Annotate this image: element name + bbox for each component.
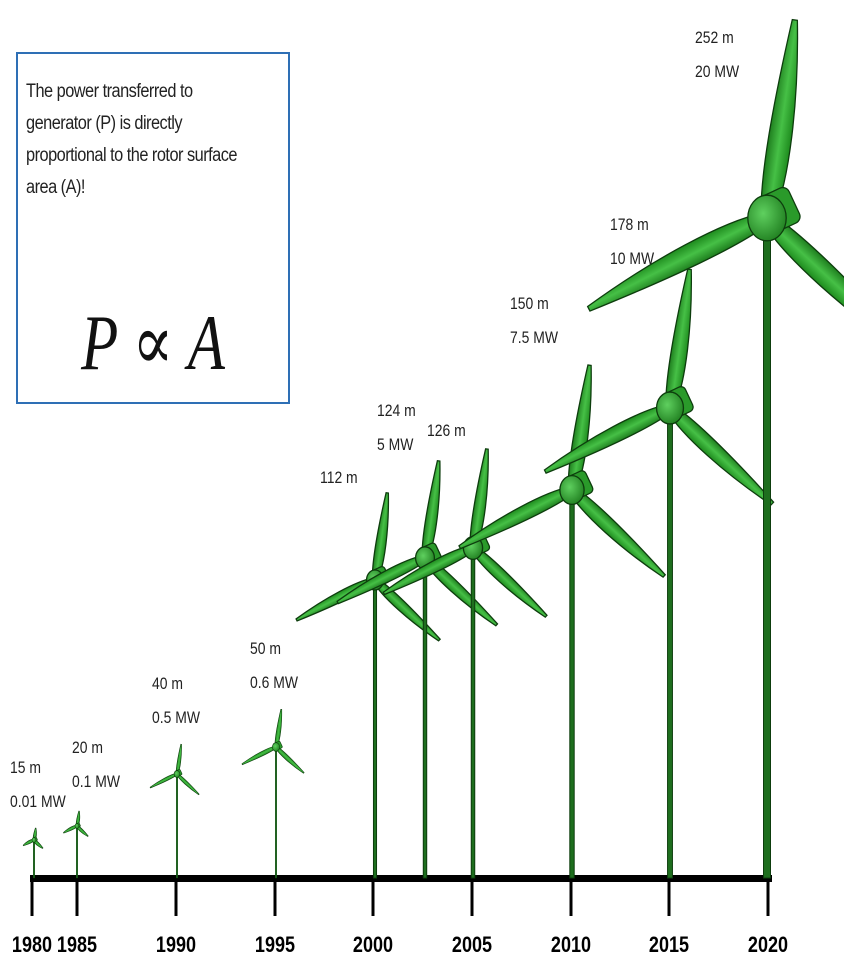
info-text: The power transferred to generator (P) i…	[26, 81, 237, 198]
year-tick	[569, 878, 573, 916]
turbine-hub	[173, 770, 181, 778]
year-label: 2005	[452, 933, 492, 957]
turbine-blade	[274, 708, 283, 748]
year-label: 2000	[353, 933, 393, 957]
turbine-blade	[295, 576, 378, 622]
year-tick	[30, 878, 34, 916]
timeline-axis	[30, 875, 772, 882]
turbine-blade	[666, 404, 775, 506]
year-tick	[766, 878, 770, 916]
turbine-blade	[586, 211, 771, 312]
turbine-diameter-label: 124 m	[377, 402, 416, 421]
turbine-blade	[274, 745, 305, 774]
turbine-diameter-label: 178 m	[610, 216, 649, 235]
turbine-power-label: 0.5 MW	[152, 709, 200, 728]
turbine	[586, 18, 844, 879]
turbine-tower	[33, 839, 35, 879]
year-tick	[174, 878, 178, 916]
turbine-blade	[762, 212, 844, 358]
turbine-blade	[543, 403, 673, 474]
turbine-blade	[149, 772, 178, 789]
year-label: 2020	[748, 933, 788, 957]
turbine-power-label: 0.01 MW	[10, 793, 66, 812]
turbine-blade	[336, 554, 428, 605]
turbine-diameter-label: 150 m	[510, 295, 549, 314]
turbine-tower	[372, 579, 378, 879]
turbine-diameter-label: 15 m	[10, 759, 41, 778]
turbine-power-label: 10 MW	[610, 250, 654, 269]
year-tick	[667, 878, 671, 916]
turbine-blade	[176, 772, 200, 796]
turbine-power-label: 0.6 MW	[250, 674, 298, 693]
turbine-hub	[655, 391, 685, 425]
turbine-diameter-label: 20 m	[72, 739, 103, 758]
turbine-tower	[422, 557, 428, 879]
turbine-hub	[272, 742, 280, 752]
turbine-blade	[241, 745, 277, 766]
turbine	[543, 268, 775, 879]
turbine-blade	[469, 448, 489, 550]
turbine	[63, 810, 89, 879]
year-tick	[371, 878, 375, 916]
turbine-power-label: 20 MW	[695, 63, 739, 82]
turbine	[241, 708, 305, 879]
turbine-tower	[470, 547, 476, 879]
turbine-hub	[74, 823, 80, 829]
year-label: 1995	[255, 933, 295, 957]
turbine-blade	[421, 460, 441, 560]
turbine	[149, 743, 200, 879]
turbine-hub	[31, 837, 37, 843]
info-box: The power transferred to generator (P) i…	[16, 52, 290, 404]
turbine-diameter-label: 112 m	[320, 469, 358, 488]
year-label: 2010	[551, 933, 591, 957]
turbine-hub	[747, 194, 787, 242]
turbine-diameter-label: 50 m	[250, 640, 281, 659]
turbine-hub	[559, 474, 585, 506]
turbine	[458, 364, 667, 879]
proportionality-formula: P ∝ A	[81, 299, 225, 386]
year-tick	[273, 878, 277, 916]
turbine-tower	[275, 746, 277, 879]
year-label: 1980	[12, 933, 52, 957]
turbine-power-label: 5 MW	[377, 436, 414, 455]
turbine-tower	[667, 407, 673, 879]
turbine-blade	[760, 18, 799, 220]
turbine	[382, 448, 548, 879]
turbine-blade	[371, 491, 390, 582]
turbine-blade	[175, 743, 182, 775]
year-tick	[470, 878, 474, 916]
turbine-blade	[382, 544, 476, 596]
turbine-diameter-label: 40 m	[152, 675, 183, 694]
turbine-power-label: 7.5 MW	[510, 329, 558, 348]
turbine-power-label: 0.1 MW	[72, 773, 120, 792]
turbine-tower	[569, 489, 575, 879]
turbine	[22, 827, 44, 879]
turbine-blade	[568, 486, 667, 578]
turbine-blade	[458, 485, 575, 550]
turbine-tower	[763, 217, 771, 879]
year-label: 1985	[57, 933, 97, 957]
turbine-diameter-label: 252 m	[695, 29, 734, 48]
year-label: 1990	[156, 933, 196, 957]
turbine-tower	[176, 773, 178, 879]
turbine-blade	[470, 544, 548, 618]
year-label: 2015	[649, 933, 689, 957]
turbine-tower	[76, 825, 78, 879]
turbine-diameter-label: 126 m	[427, 422, 466, 441]
year-tick	[75, 878, 79, 916]
